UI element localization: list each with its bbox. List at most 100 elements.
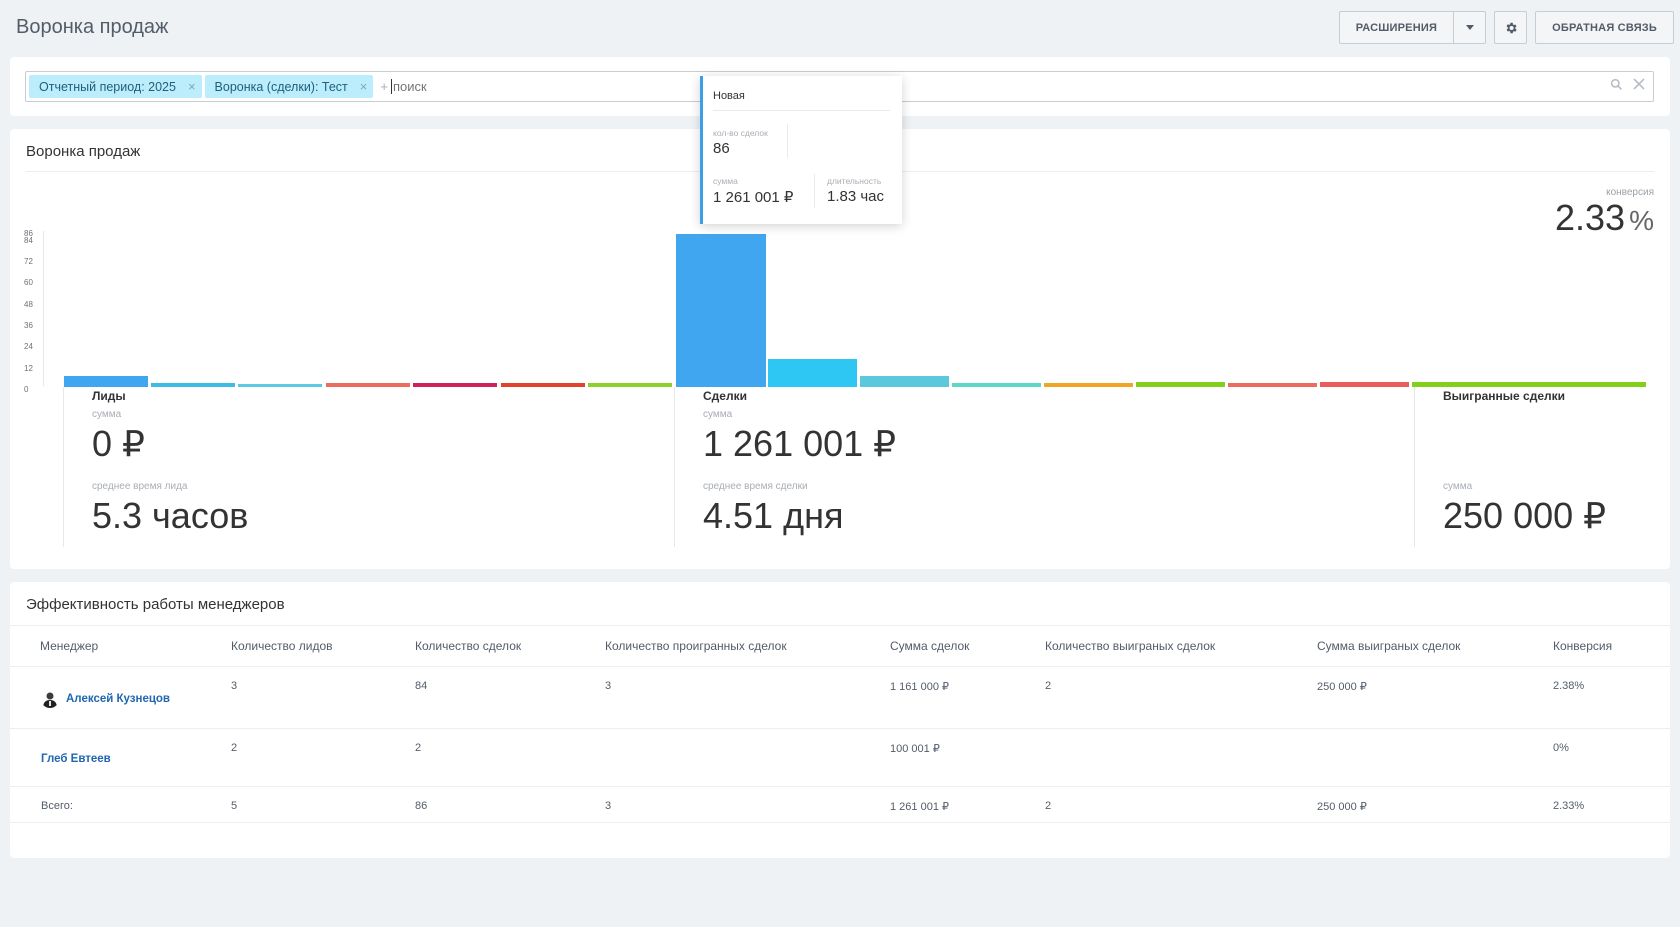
add-filter-icon[interactable]: + [380,79,388,94]
y-tick-label: 86 [24,229,33,238]
won-sum-label: сумма [1443,481,1473,492]
conversion-label: конверсия [1606,187,1654,198]
filter-tag-label: Отчетный период: 2025 [39,79,176,94]
funnel-bar[interactable] [860,376,949,387]
manager-name-link[interactable]: Алексей Кузнецов [66,693,170,705]
leads-cell: 5 [231,800,238,812]
conversion-cell: 0% [1553,742,1569,754]
top-toolbar: РАСШИРЕНИЯ ОБРАТНАЯ СВЯЗЬ [1338,11,1674,44]
leads-sum-label: сумма [92,409,122,420]
leads-title: Лиды [92,389,126,403]
divider [814,174,815,208]
filter-box[interactable]: Отчетный период: 2025 × Воронка (сделки)… [25,71,1654,102]
y-tick-label: 0 [24,385,29,394]
extensions-group: РАСШИРЕНИЯ [1338,11,1487,44]
filter-actions [1610,78,1645,91]
filter-tag-label: Воронка (сделки): Тест [214,79,348,94]
tooltip-sum-label: сумма [713,176,738,186]
won-stats: Выигранные сделки сумма 250 000 ₽ [1414,387,1654,547]
managers-title: Эффективность работы менеджеров [26,596,285,613]
won-title: Выигранные сделки [1443,389,1566,403]
lost-cell: 3 [605,680,612,692]
y-axis-line [43,231,44,386]
extensions-button[interactable]: РАСШИРЕНИЯ [1338,11,1455,44]
managers-panel: Эффективность работы менеджеров Менеджер… [10,582,1670,858]
funnel-bar[interactable] [1136,381,1225,387]
sum-cell: 1 161 000 ₽ [890,681,949,693]
conversion-unit: % [1629,205,1654,236]
won-cell: 2 [1045,800,1052,812]
y-tick-label: 48 [24,299,33,309]
y-tick-label: 60 [24,278,33,288]
funnel-bar[interactable] [588,383,672,387]
column-header[interactable]: Количество проигранных сделок [605,639,787,653]
sum-cell: 1 261 001 ₽ [890,801,949,813]
leads-sum-value: 0 ₽ [92,423,145,464]
deals-cell: 84 [415,680,428,692]
close-icon[interactable]: × [187,79,196,94]
funnel-bar[interactable] [151,383,235,387]
leads-cell: 3 [231,680,238,692]
funnel-bar[interactable] [952,383,1041,387]
funnel-bar[interactable] [238,384,322,387]
search-input[interactable] [390,79,591,94]
tooltip-count-value: 86 [713,140,730,157]
leads-cell: 2 [231,742,238,754]
won-sum-cell: 250 000 ₽ [1317,681,1367,693]
won-sum-value: 250 000 ₽ [1443,495,1607,536]
table-total-row: Всего: 5 86 3 1 261 001 ₽ 2 250 000 ₽ 2.… [10,786,1670,823]
deals-sum-value: 1 261 001 ₽ [703,423,897,464]
settings-button[interactable] [1494,11,1528,44]
tooltip-title: Новая [713,90,745,102]
avatar [41,690,59,708]
column-header[interactable]: Количество лидов [231,639,333,653]
column-header[interactable]: Количество сделок [415,639,522,653]
lost-cell: 3 [605,800,612,812]
funnel-title: Воронка продаж [26,143,141,160]
clear-icon[interactable] [1633,78,1645,90]
funnel-bar[interactable] [1320,381,1409,387]
tooltip-count-label: кол-во сделок [713,128,768,138]
leads-avg-label: среднее время лида [92,481,188,492]
funnel-bar[interactable] [413,383,497,387]
funnel-bar[interactable] [64,376,148,387]
close-icon[interactable]: × [359,79,368,94]
deals-sum-label: сумма [703,409,733,420]
leads-stats: Лиды сумма 0 ₽ среднее время лида 5.3 ча… [63,387,623,547]
funnel-bar[interactable] [1412,381,1646,387]
funnel-bar[interactable] [676,234,766,387]
table-row: Алексей Кузнецов 3 84 3 1 161 000 ₽ 2 25… [10,666,1670,728]
column-header[interactable]: Конверсия [1553,639,1613,653]
y-tick-label: 84 [24,235,33,245]
tooltip-sum-value: 1 261 001 ₽ [713,189,794,206]
funnel-bar[interactable] [326,383,410,387]
conversion-number: 2.33 [1555,197,1626,238]
column-header[interactable]: Количество выиграных сделок [1045,639,1216,653]
won-sum-cell: 250 000 ₽ [1317,801,1367,813]
feedback-button[interactable]: ОБРАТНАЯ СВЯЗЬ [1535,11,1674,44]
funnel-bar[interactable] [1228,383,1317,387]
conversion-cell: 2.33% [1553,800,1585,812]
extensions-dropdown-button[interactable] [1454,11,1487,44]
deals-stats: Сделки сумма 1 261 001 ₽ среднее время с… [674,387,1354,547]
funnel-bar[interactable] [1044,383,1133,387]
column-header[interactable]: Сумма выиграных сделок [1317,639,1461,653]
deals-title: Сделки [703,389,747,403]
column-header[interactable]: Менеджер [40,639,99,653]
funnel-bar[interactable] [768,358,857,387]
deals-avg-value: 4.51 дня [703,495,844,536]
column-header[interactable]: Сумма сделок [890,639,970,653]
page-title: Воронка продаж [16,16,169,38]
filter-tag-period[interactable]: Отчетный период: 2025 × [29,75,202,98]
filter-tag-funnel[interactable]: Воронка (сделки): Тест × [204,75,374,98]
divider [787,124,788,158]
table-header: Менеджер Количество лидов Количество сде… [10,625,1670,666]
funnel-bar[interactable] [501,383,585,387]
manager-name-link[interactable]: Глеб Евтеев [41,753,111,765]
conversion-value: 2.33% [1555,197,1654,239]
table-row: Глеб Евтеев 2 2 100 001 ₽ 0% [10,728,1670,786]
y-tick-label: 12 [24,363,33,373]
total-label: Всего: [41,800,73,812]
bar-tooltip: Новая кол-во сделок 86 сумма 1 261 001 ₽… [700,76,902,224]
search-icon[interactable] [1610,78,1623,91]
